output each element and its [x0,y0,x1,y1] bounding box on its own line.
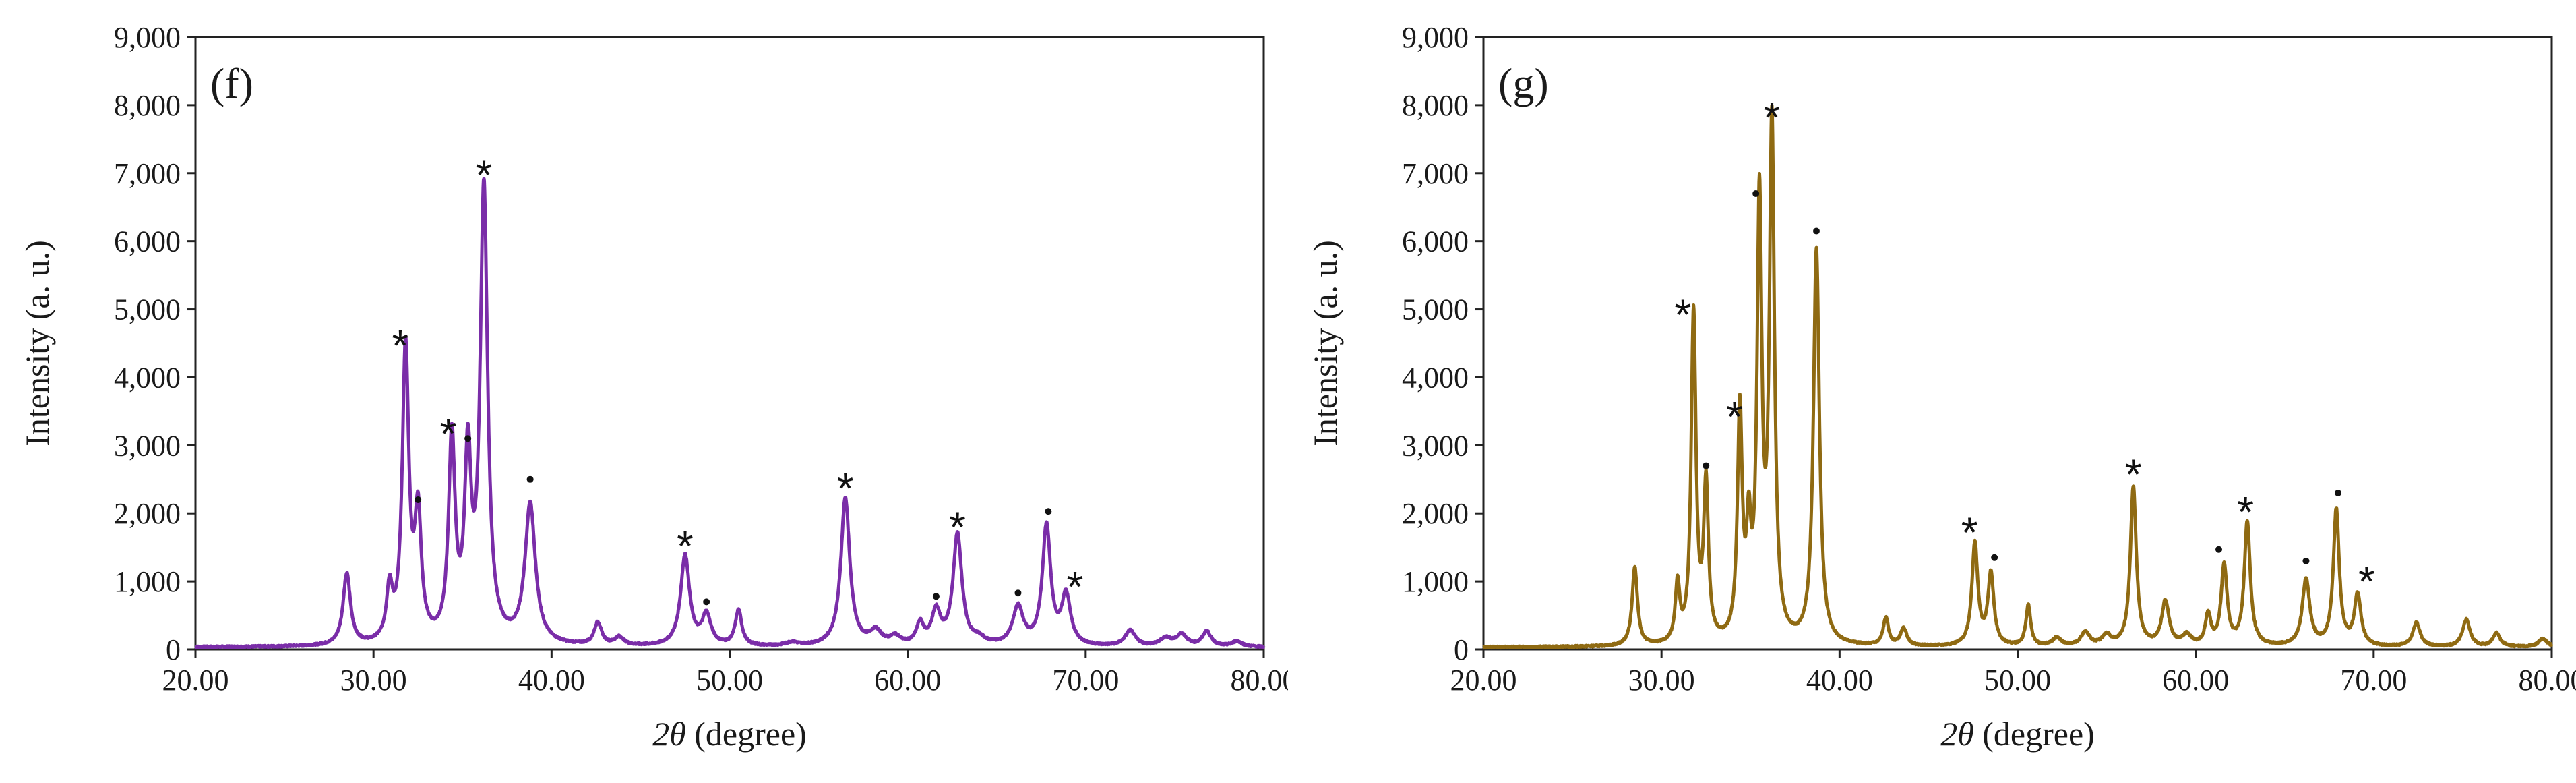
y-tick-label: 3,000 [114,429,181,462]
panel-label: (f) [210,59,253,107]
y-tick-label: 1,000 [114,565,181,598]
x-axis-title: 2θ (degree) [652,715,807,753]
phase-marker-dot [703,598,710,606]
y-tick-label: 0 [1454,633,1469,666]
x-tick-label: 50.00 [696,664,763,697]
phase-marker-dot [932,593,940,600]
phase-marker-star: * [475,151,492,200]
phase-marker-dot [1045,508,1052,515]
x-tick-label: 20.00 [162,664,229,697]
phase-marker-star: * [1726,393,1743,441]
x-tick-label: 70.00 [1052,664,1119,697]
y-tick-label: 7,000 [114,157,181,190]
phase-marker-star: * [1763,93,1780,142]
x-axis-title-unit: (degree) [686,715,807,753]
chart-panel-f: 0 1,000 2,000 3,000 4,000 5,000 6,000 7,000 8,00… [18,21,1289,753]
phase-marker-dot [1812,227,1820,235]
x-axis-title-variable: 2θ [652,715,686,753]
x-tick-label: 50.00 [1984,664,2051,697]
phase-marker-dot [1991,554,1998,561]
xrd-pattern-line-f [194,177,1266,649]
x-axis-title-variable: 2θ [1940,715,1974,753]
phase-marker-dot [1703,462,1710,469]
y-tick-label: 9,000 [1402,21,1469,54]
plot-frame [1482,36,2553,651]
phase-marker-star: * [2125,451,2142,499]
y-tick-label: 2,000 [1402,497,1469,530]
phase-marker-star: * [1674,291,1691,339]
x-tick-label: 30.00 [1628,664,1695,697]
phase-marker-dot [526,475,534,483]
phase-marker-dot [2215,546,2223,553]
x-tick-label: 80.00 [1231,664,1289,697]
y-tick-label: 2,000 [114,497,181,530]
x-tick-label: 20.00 [1450,664,1517,697]
y-axis-title: Intensity (a. u.) [1306,240,1344,446]
phase-marker-dot [1752,190,1760,198]
y-tick-label: 8,000 [1402,89,1469,122]
phase-marker-star: * [440,409,457,458]
phase-marker-star: * [837,464,854,513]
x-tick-label: 70.00 [2340,664,2407,697]
x-tick-label: 60.00 [874,664,941,697]
phase-marker-star: * [677,522,694,571]
chart-panel-g: 0 1,000 2,000 3,000 4,000 5,000 6,000 7,000 8,00… [1288,0,2576,783]
phase-marker-star: * [392,321,408,370]
phase-marker-star: * [2358,557,2375,606]
y-tick-label: 5,000 [1402,293,1469,326]
x-tick-label: 60.00 [2162,664,2229,697]
phase-marker-star: * [2237,488,2254,536]
y-tick-label: 6,000 [1402,225,1469,258]
phase-marker-dot [415,496,422,504]
x-axis-title-unit: (degree) [1974,715,2095,753]
xrd-chart-g: 0 1,000 2,000 3,000 4,000 5,000 6,000 7,000 8,00… [1306,21,2576,753]
y-axis-title: Intensity (a. u.) [18,240,56,446]
y-tick-label: 7,000 [1402,157,1469,190]
y-tick-label: 0 [166,633,181,666]
phase-marker-star: * [1067,562,1084,611]
x-tick-label: 30.00 [340,664,407,697]
y-tick-label: 4,000 [114,361,181,394]
phase-marker-dot [2302,557,2310,564]
y-tick-label: 5,000 [114,293,181,326]
y-tick-label: 9,000 [114,21,181,54]
phase-marker-dot [2335,489,2341,496]
x-tick-label: 40.00 [518,664,585,697]
phase-marker-star: * [949,502,966,551]
panel-label: (g) [1498,59,1549,107]
phase-marker-dot [1014,589,1022,597]
y-tick-label: 6,000 [114,225,181,258]
plot-frame [194,36,1265,651]
phase-marker-dot [464,435,472,442]
y-tick-label: 8,000 [114,89,181,122]
xrd-pattern-line-g [1482,104,2554,650]
xrd-chart-f: 0 1,000 2,000 3,000 4,000 5,000 6,000 7,000 8,00… [18,21,1289,753]
y-tick-label: 3,000 [1402,429,1469,462]
y-tick-label: 1,000 [1402,565,1469,598]
x-tick-label: 80.00 [2519,664,2576,697]
x-tick-label: 40.00 [1806,664,1873,697]
y-tick-label: 4,000 [1402,361,1469,394]
x-axis-title: 2θ (degree) [1940,715,2095,753]
phase-marker-star: * [1961,508,1978,556]
